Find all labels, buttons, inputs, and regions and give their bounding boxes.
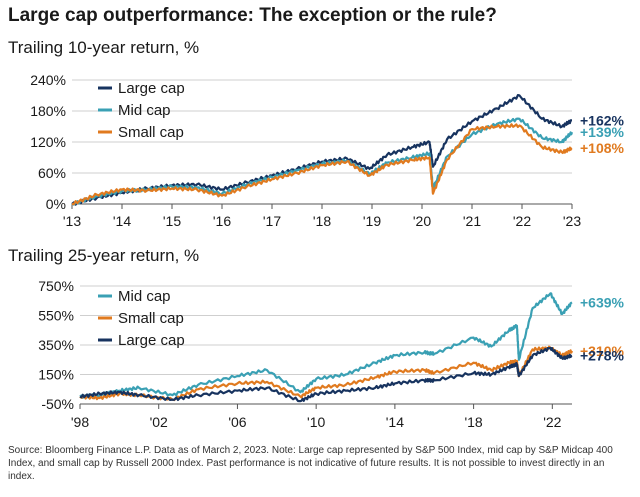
- x-tick-label: '98: [71, 414, 89, 430]
- x-tick-label: '17: [263, 213, 281, 229]
- legend-label-small: Small cap: [118, 310, 184, 327]
- y-tick-label: 0%: [46, 196, 66, 212]
- x-tick-label: '15: [163, 213, 181, 229]
- chart1-title: Trailing 10-year return, %: [8, 38, 200, 57]
- x-tick-label: '13: [63, 213, 81, 229]
- x-tick-label: '16: [213, 213, 231, 229]
- series-line-small: [71, 123, 573, 206]
- series-line-mid: [79, 292, 573, 399]
- y-tick-label: 750%: [38, 278, 74, 294]
- legend-label-large: Large cap: [118, 80, 185, 97]
- x-tick-label: '20: [413, 213, 431, 229]
- source-note: Source: Bloomberg Finance L.P. Data as o…: [8, 445, 613, 482]
- y-tick-label: -50%: [41, 396, 74, 412]
- x-tick-label: '23: [563, 213, 581, 229]
- y-tick-label: 180%: [30, 103, 66, 119]
- legend-label-large: Large cap: [118, 332, 185, 349]
- y-tick-label: 240%: [30, 72, 66, 88]
- y-tick-label: 550%: [38, 308, 74, 324]
- x-tick-label: '06: [228, 414, 246, 430]
- y-tick-label: 120%: [30, 134, 66, 150]
- y-tick-label: 150%: [38, 367, 74, 383]
- legend-label-small: Small cap: [118, 124, 184, 141]
- x-tick-label: '18: [464, 414, 482, 430]
- x-tick-label: '21: [463, 213, 481, 229]
- y-tick-label: 60%: [38, 165, 66, 181]
- end-label-small: +310%: [580, 343, 625, 359]
- legend-label-mid: Mid cap: [118, 102, 171, 119]
- end-label-large: +162%: [580, 112, 625, 128]
- x-tick-label: '22: [543, 414, 561, 430]
- end-label-mid: +639%: [580, 294, 625, 310]
- chart-title: Large cap outperformance: The exception …: [8, 5, 497, 26]
- x-tick-label: '10: [307, 414, 325, 430]
- series-line-large: [71, 94, 573, 206]
- end-label-large: +278%: [580, 348, 625, 364]
- chart2-title: Trailing 25-year return, %: [8, 246, 200, 265]
- x-tick-label: '14: [386, 414, 404, 430]
- x-tick-label: '18: [313, 213, 331, 229]
- end-label-mid: +139%: [580, 124, 625, 140]
- series-line-large: [79, 346, 573, 403]
- x-tick-label: '22: [513, 213, 531, 229]
- x-tick-label: '14: [113, 213, 131, 229]
- end-label-small: +108%: [580, 140, 625, 156]
- x-tick-label: '19: [363, 213, 381, 229]
- y-tick-label: 350%: [38, 337, 74, 353]
- x-tick-label: '02: [150, 414, 168, 430]
- legend-label-mid: Mid cap: [118, 288, 171, 305]
